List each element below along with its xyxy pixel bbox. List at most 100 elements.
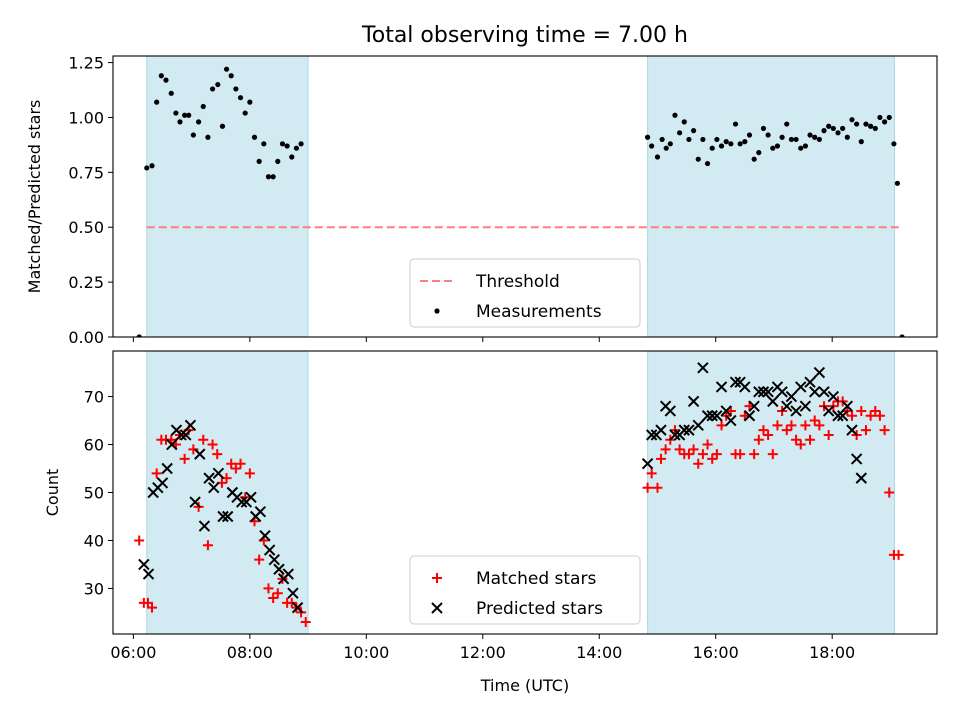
measurement-point (247, 99, 253, 105)
plot-area (134, 362, 904, 628)
matched-star-point (235, 458, 246, 469)
predicted-star-point (776, 386, 788, 398)
measurement-point (774, 143, 781, 149)
predicted-star-point (799, 400, 812, 412)
measurement-point (168, 90, 174, 96)
matched-star-point (272, 588, 283, 599)
x-tick-label: 08:00 (227, 643, 273, 662)
matched-star-point (683, 449, 694, 460)
measurement-point (751, 156, 757, 162)
measurement-point (826, 123, 832, 129)
predicted-star-point (161, 462, 173, 475)
measurement-point (215, 81, 221, 88)
predicted-star-point (762, 386, 774, 398)
x-tick-label: 10:00 (343, 643, 389, 662)
predicted-star-point (809, 386, 821, 398)
measurement-point (840, 125, 846, 132)
matched-star-point (179, 453, 190, 464)
matched-star-point (263, 583, 274, 594)
matched-star-point (758, 425, 769, 436)
predicted-star-point (701, 410, 714, 422)
predicted-star-point (757, 386, 770, 398)
predicted-star-point (720, 405, 732, 417)
matched-star-point (286, 597, 297, 608)
matched-star-point (823, 429, 834, 440)
legend: Threshold Measurements (409, 258, 641, 328)
measurement-point (695, 156, 701, 162)
matched-star-point (693, 458, 704, 469)
measurement-point (784, 121, 790, 127)
predicted-star-point (836, 410, 849, 422)
measurement-point (686, 136, 692, 143)
matched-star-point (716, 420, 727, 431)
measurement-point (812, 134, 818, 140)
matched-star-point (767, 449, 778, 460)
y-tick-label: 0.25 (68, 273, 104, 292)
matched-star-point (151, 468, 162, 479)
observing-window-span (146, 350, 309, 635)
predicted-star-point (245, 491, 257, 504)
predicted-star-point (785, 390, 798, 403)
matched-star-point (646, 468, 657, 479)
measurement-point (802, 143, 808, 149)
series-measurements (136, 66, 905, 337)
matched-star-point (660, 444, 671, 455)
measurement-point (158, 73, 164, 79)
matched-star-point (134, 535, 145, 546)
predicted-star-point (184, 419, 197, 432)
measurement-point (200, 103, 206, 110)
measurement-point (233, 86, 239, 92)
measurement-point (149, 163, 155, 169)
matched-star-point (753, 434, 764, 445)
measurement-point (289, 154, 295, 160)
bottom-axes-counts: 30 40 50 60 70 06:00 08:00 10:00 12:00 14:00 16:00… (43, 350, 938, 695)
measurement-point (835, 130, 841, 136)
matched-star-point (244, 468, 255, 479)
matched-star-point (795, 439, 806, 450)
predicted-star-point (287, 587, 299, 599)
predicted-star-point (692, 419, 704, 432)
measurement-point (154, 99, 160, 105)
measurement-point (821, 128, 827, 134)
x-axis-label: Time (UTC) (480, 676, 569, 695)
matched-star-point (791, 434, 802, 445)
predicted-star-point (203, 472, 215, 484)
measurement-point (659, 136, 665, 143)
predicted-star-point (827, 390, 840, 403)
predicted-star-point (748, 400, 760, 412)
matched-star-point (711, 449, 722, 460)
predicted-star-point (804, 376, 816, 388)
measurement-point (677, 130, 683, 136)
predicted-star-point (743, 410, 756, 422)
predicted-star-point (781, 400, 793, 412)
axes-frame (112, 55, 938, 338)
matched-star-point (749, 449, 760, 460)
legend-label: Predicted stars (476, 599, 603, 619)
predicted-star-point (641, 458, 654, 470)
top-axes-ratio: 0.00 0.25 0.50 0.75 1.00 1.25 Matched/Predicte… (25, 54, 938, 347)
measurement-point (742, 139, 748, 145)
y-tick-label: 50 (84, 484, 104, 503)
measurement-point (737, 141, 743, 147)
predicted-star-point (725, 414, 737, 427)
measurement-point (667, 141, 673, 147)
measurement-point (728, 141, 734, 147)
matched-star-point (786, 420, 797, 431)
measurement-point (868, 123, 874, 129)
matched-star-point (655, 453, 666, 464)
matched-star-point (254, 554, 265, 565)
measurement-point (136, 334, 142, 337)
measurement-point (275, 158, 281, 164)
y-tick-label: 70 (84, 388, 104, 407)
matched-star-point (198, 434, 209, 445)
predicted-star-point (855, 472, 868, 484)
measurement-point (293, 145, 300, 151)
predicted-star-point (175, 429, 187, 441)
predicted-star-point (711, 410, 723, 422)
matched-star-point (860, 425, 871, 436)
measurement-point (788, 136, 795, 143)
measurement-point (858, 139, 864, 145)
legend: Matched stars Predicted stars (409, 555, 641, 625)
matched-star-point (300, 617, 311, 628)
